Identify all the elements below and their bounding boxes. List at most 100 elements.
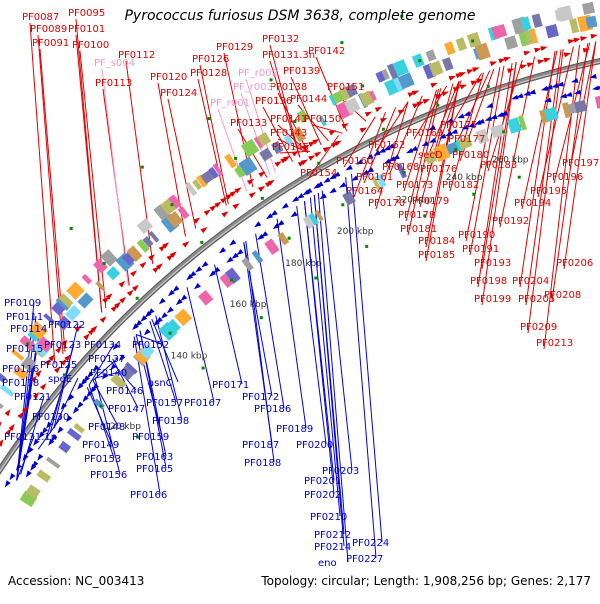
forward-gene-arrow bbox=[233, 203, 240, 209]
forward-gene-label: PF0181 bbox=[400, 224, 437, 235]
forward-gene-arrow bbox=[573, 38, 580, 43]
forward-gene-arrow bbox=[544, 58, 551, 63]
forward-gene-arrow bbox=[523, 51, 530, 56]
forward-gene-arrow bbox=[460, 85, 467, 90]
forward-gene-arrow bbox=[412, 91, 420, 96]
forward-gene-label: PF0145 bbox=[272, 142, 309, 153]
forward-gene-label: PF0193 bbox=[474, 258, 511, 269]
forward-gene-arrow bbox=[258, 186, 265, 192]
forward-gene-label: PF0196 bbox=[546, 172, 583, 183]
reverse-gene-arrow bbox=[457, 114, 464, 119]
leader-line bbox=[297, 206, 326, 444]
forward-gene-label: PF0144 bbox=[290, 94, 327, 105]
feature-block bbox=[595, 94, 600, 109]
forward-gene-label: PF0185 bbox=[418, 250, 455, 261]
forward-gene-label: PF0169 bbox=[406, 128, 443, 139]
forward-gene-label: PF0195 bbox=[530, 186, 567, 197]
rna-gene-label: PF_r002 bbox=[238, 68, 278, 79]
forward-gene-label: PF0179 bbox=[412, 196, 449, 207]
forward-gene-label: PF0129 bbox=[216, 42, 253, 53]
reverse-gene-label: PF0224 bbox=[352, 538, 389, 549]
tick-mark bbox=[261, 197, 264, 200]
reverse-gene-label: PF0163 bbox=[136, 452, 173, 463]
feature-block bbox=[36, 469, 51, 482]
forward-gene-label: PF0177 bbox=[448, 134, 485, 145]
forward-gene-label: PF0197 bbox=[562, 158, 599, 169]
genome-summary-text: Topology: circular; Length: 1,908,256 bp… bbox=[261, 574, 591, 588]
reverse-gene-label: PF0111 bbox=[6, 312, 43, 323]
reverse-gene-label: PF0156 bbox=[90, 470, 127, 481]
forward-gene-arrow bbox=[100, 316, 107, 323]
forward-gene-label: PF0208 bbox=[544, 290, 581, 301]
tick-mark bbox=[260, 316, 263, 319]
tick-mark bbox=[487, 85, 490, 88]
reverse-gene-arrow bbox=[148, 308, 155, 315]
forward-gene-label: PF0199 bbox=[474, 294, 511, 305]
forward-gene-label: PF0160 bbox=[336, 156, 373, 167]
tick-mark bbox=[207, 117, 210, 120]
forward-gene-arrow bbox=[249, 192, 256, 198]
leader-line bbox=[187, 287, 214, 402]
feature-block bbox=[425, 49, 436, 61]
reverse-gene-label: PF0166 bbox=[130, 490, 167, 501]
forward-gene-label: PF0194 bbox=[514, 198, 551, 209]
reverse-gene-arrow bbox=[159, 298, 166, 305]
forward-gene-arrow bbox=[140, 262, 147, 269]
reverse-gene-arrow bbox=[292, 196, 299, 202]
forward-gene-label: PF0178 bbox=[398, 210, 435, 221]
forward-gene-label: PF0143 bbox=[270, 128, 307, 139]
tick-mark bbox=[169, 332, 172, 335]
gene-labels: PF0087PF0089PF0091PF0095PF0101PF0100PF01… bbox=[2, 8, 599, 569]
forward-gene-arrow bbox=[423, 99, 430, 104]
forward-gene-arrow bbox=[0, 439, 4, 446]
forward-gene-arrow bbox=[5, 409, 11, 416]
feature-block bbox=[106, 266, 120, 280]
reverse-gene-arrow bbox=[5, 480, 11, 487]
reverse-gene-label: PF0212 bbox=[314, 530, 351, 541]
feature-block bbox=[241, 257, 254, 271]
forward-gene-arrow bbox=[329, 130, 336, 136]
reverse-gene-arrow bbox=[565, 92, 572, 97]
reverse-gene-label: PF0227 bbox=[346, 554, 383, 565]
forward-gene-arrow bbox=[534, 48, 541, 53]
reverse-gene-label: PF0203 bbox=[322, 466, 359, 477]
forward-gene-arrow bbox=[247, 179, 254, 185]
reverse-gene-arrow bbox=[571, 78, 578, 83]
tick-mark bbox=[365, 245, 368, 248]
rna-gene-label: PF_r003 bbox=[233, 82, 273, 93]
forward-gene-arrow bbox=[314, 152, 321, 158]
reverse-gene-label: eno bbox=[318, 558, 337, 569]
reverse-gene-arrow bbox=[202, 261, 209, 267]
forward-gene-arrow bbox=[580, 36, 587, 41]
leader-line bbox=[312, 125, 343, 133]
map-title: Pyrococcus furiosus DSM 3638, complete g… bbox=[0, 8, 600, 24]
reverse-gene-arrow bbox=[173, 286, 180, 293]
forward-gene-arrow bbox=[0, 421, 2, 428]
reverse-gene-arrow bbox=[271, 210, 278, 216]
reverse-gene-label: PF0146 bbox=[106, 386, 143, 397]
forward-gene-arrow bbox=[308, 155, 315, 161]
forward-gene-arrow bbox=[459, 72, 467, 77]
tick-mark bbox=[382, 128, 385, 131]
forward-gene-arrow bbox=[221, 211, 228, 217]
forward-gene-label: PF0091 bbox=[32, 38, 69, 49]
reverse-gene-arrow bbox=[254, 221, 261, 227]
reverse-gene-label: PF0158 bbox=[152, 416, 189, 427]
reverse-gene-arrow bbox=[57, 426, 63, 433]
reverse-gene-label: PF0157 bbox=[146, 398, 183, 409]
forward-gene-label: PF0089 bbox=[30, 24, 67, 35]
reverse-gene-label: PF0109 bbox=[4, 298, 41, 309]
forward-gene-arrow bbox=[127, 290, 134, 297]
feature-block bbox=[198, 290, 213, 306]
reverse-gene-arrow bbox=[23, 454, 29, 461]
tick-mark bbox=[502, 130, 505, 133]
reverse-gene-arrow bbox=[464, 111, 472, 116]
tick-mark bbox=[518, 176, 521, 179]
forward-gene-label: PF0142 bbox=[308, 46, 345, 57]
reverse-gene-arrow bbox=[77, 402, 83, 409]
forward-gene-label: PF0175 bbox=[440, 120, 477, 131]
reverse-gene-label: PF0167 bbox=[184, 398, 221, 409]
reverse-gene-arrow bbox=[291, 211, 298, 217]
feature-block bbox=[224, 154, 237, 169]
